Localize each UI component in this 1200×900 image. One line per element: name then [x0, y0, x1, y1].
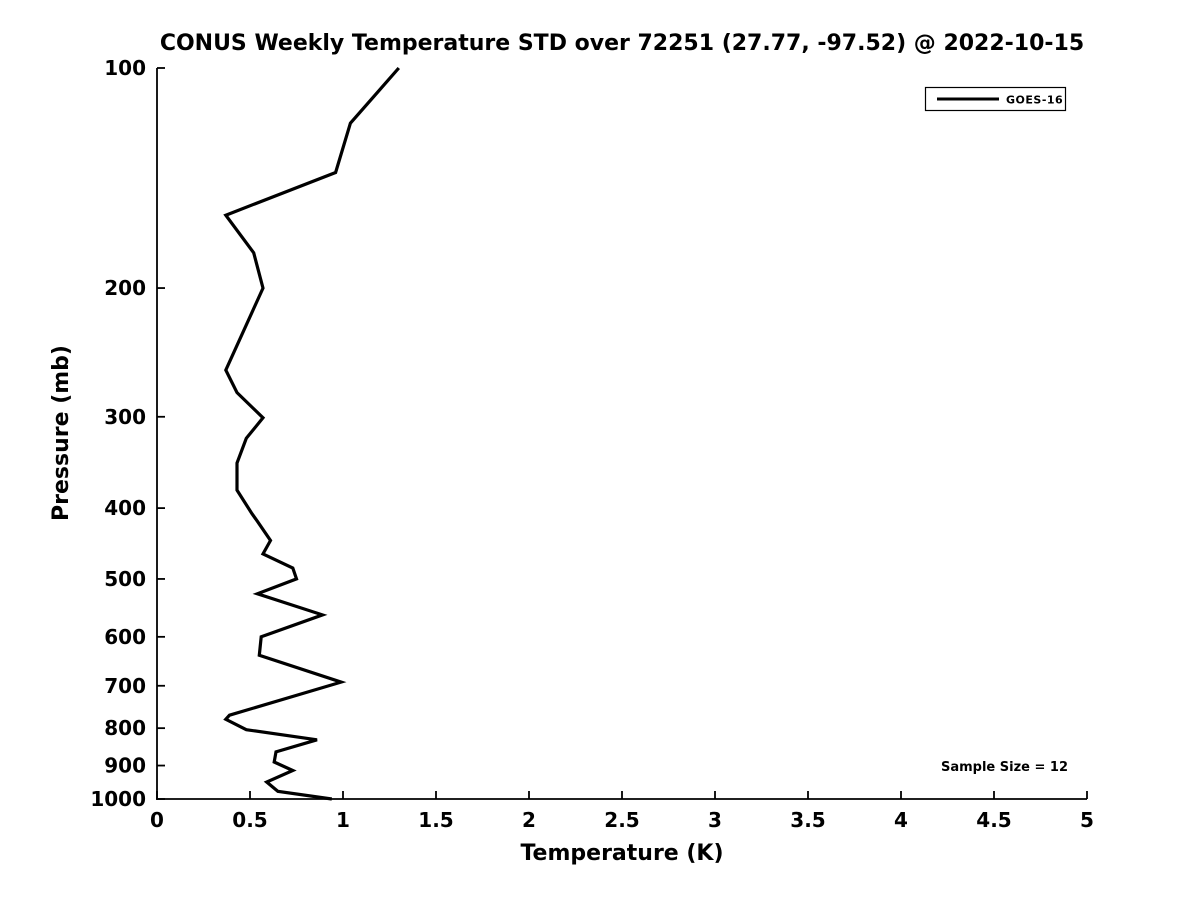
y-tick-label: 900 — [104, 754, 146, 778]
x-tick-label: 5 — [1080, 808, 1094, 832]
y-tick-label: 700 — [104, 674, 146, 698]
legend: GOES-16 — [924, 86, 1067, 112]
y-tick-label: 300 — [104, 405, 146, 429]
x-tick-label: 0.5 — [232, 808, 267, 832]
x-axis: 0 0.5 1 1.5 2 2.5 3 3.5 4 4.5 5 — [150, 791, 1094, 832]
x-tick-label: 3 — [708, 808, 722, 832]
y-tick-label: 200 — [104, 276, 146, 300]
y-tick-label: 800 — [104, 716, 146, 740]
chart-title: CONUS Weekly Temperature STD over 72251 … — [160, 31, 1084, 56]
x-axis-label: Temperature (K) — [520, 841, 723, 866]
legend-label-goes-16: GOES-16 — [1006, 94, 1063, 107]
y-tick-label: 100 — [104, 56, 146, 80]
x-tick-label: 4.5 — [976, 808, 1011, 832]
y-axis-ticks: 100 200 300 400 500 600 700 800 900 1000 — [90, 56, 165, 811]
x-tick-label: 4 — [894, 808, 908, 832]
y-axis: 100 200 300 400 500 600 700 800 900 1000 — [90, 56, 165, 811]
x-tick-label: 1.5 — [418, 808, 453, 832]
x-axis-ticks: 0 0.5 1 1.5 2 2.5 3 3.5 4 4.5 5 — [150, 791, 1094, 832]
x-tick-label: 3.5 — [790, 808, 825, 832]
y-tick-label: 500 — [104, 567, 146, 591]
x-tick-label: 2.5 — [604, 808, 639, 832]
x-tick-label: 0 — [150, 808, 164, 832]
y-tick-label: 1000 — [90, 787, 146, 811]
sample-size-annotation: Sample Size = 12 — [941, 760, 1068, 775]
y-tick-label: 600 — [104, 625, 146, 649]
x-tick-label: 1 — [336, 808, 350, 832]
x-tick-label: 2 — [522, 808, 536, 832]
y-tick-label: 400 — [104, 496, 146, 520]
series-line-goes-16 — [223, 66, 401, 801]
y-axis-label: Pressure (mb) — [49, 345, 74, 521]
